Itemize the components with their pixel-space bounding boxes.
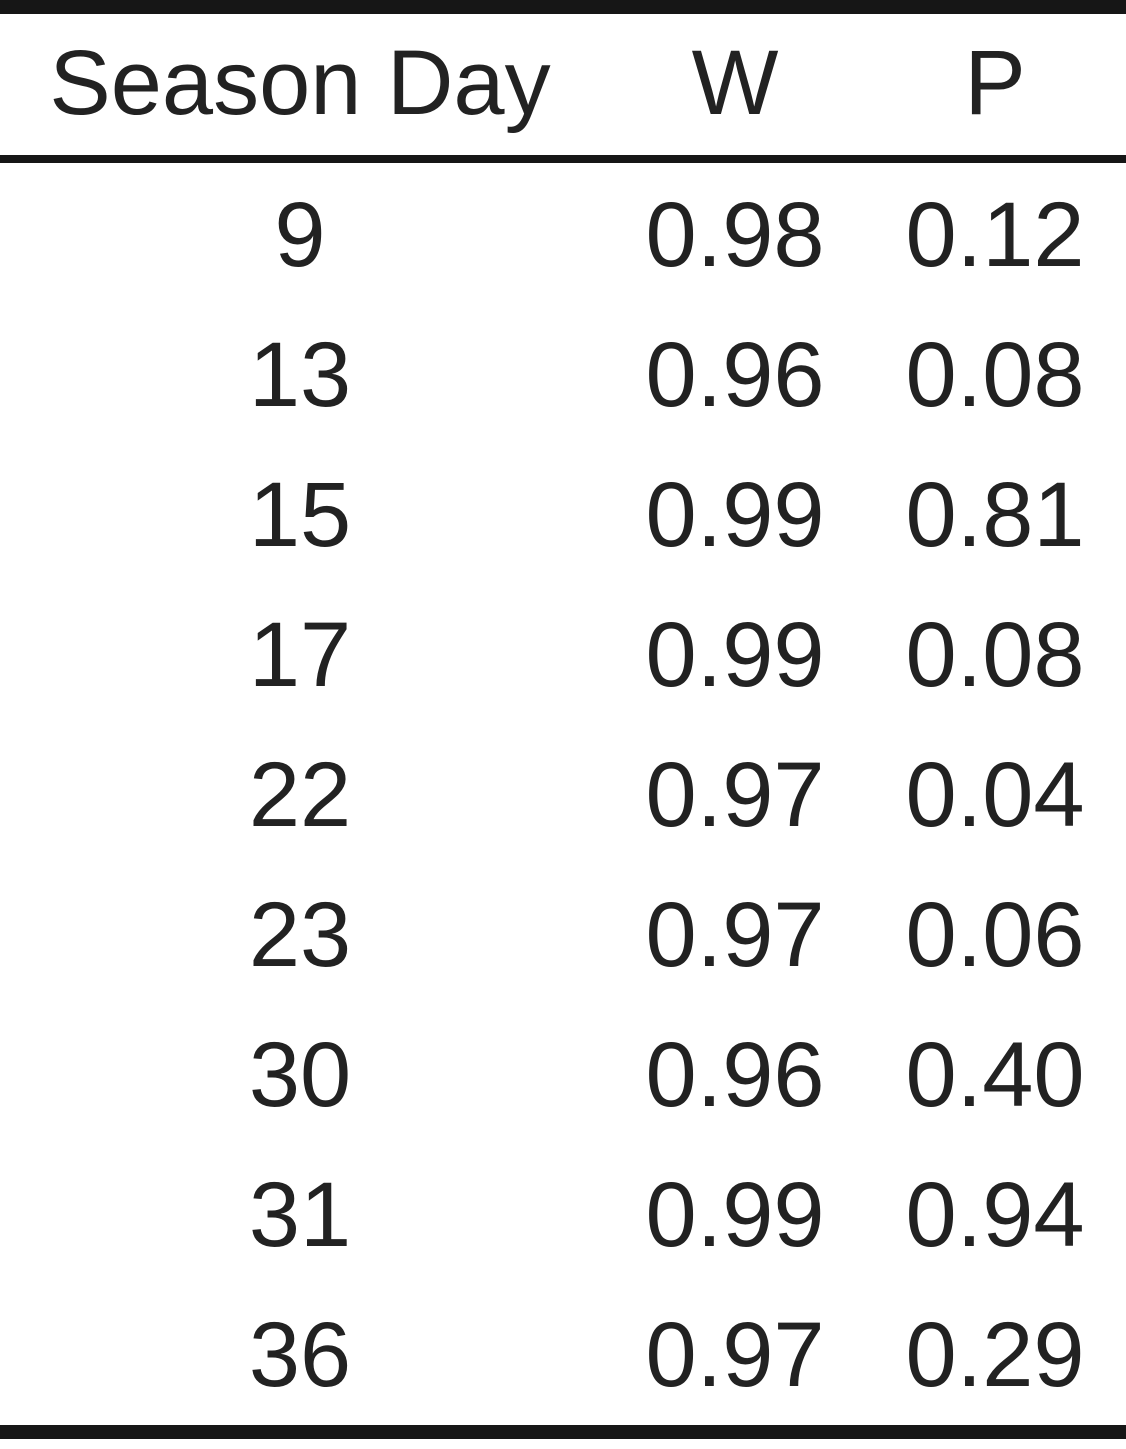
header-season-day: Season Day [49,32,551,134]
cell-season-day: 31 [248,1164,352,1266]
cell-p: 0.81 [905,464,1085,566]
table-bottom-rule [0,1425,1126,1439]
cell-season-day: 13 [248,324,352,426]
cell-season-day: 36 [248,1304,352,1406]
cell-season-day: 15 [248,464,352,566]
cell-p: 0.94 [905,1164,1085,1266]
cell-p: 0.12 [905,184,1085,286]
cell-season-day: 30 [248,1024,352,1126]
table-row: 13 0.96 0.08 [0,329,1126,469]
cell-season-day: 17 [248,604,352,706]
cell-season-day: 9 [274,184,326,286]
cell-w: 0.98 [645,184,825,286]
table-row: 23 0.97 0.06 [0,889,1126,1029]
table-row: 36 0.97 0.29 [0,1309,1126,1449]
cell-p: 0.06 [905,884,1085,986]
cell-w: 0.97 [645,884,825,986]
table-row: 22 0.97 0.04 [0,749,1126,889]
cell-w: 0.97 [645,744,825,846]
cell-p: 0.29 [905,1304,1085,1406]
cell-season-day: 22 [248,744,352,846]
table-row: 31 0.99 0.94 [0,1169,1126,1309]
cell-p: 0.08 [905,324,1085,426]
cell-w: 0.97 [645,1304,825,1406]
header-p: P [964,32,1026,134]
table-row: 9 0.98 0.12 [0,189,1126,329]
cell-p: 0.40 [905,1024,1085,1126]
cell-season-day: 23 [248,884,352,986]
table-row: 30 0.96 0.40 [0,1029,1126,1169]
cell-w: 0.96 [645,324,825,426]
cell-p: 0.08 [905,604,1085,706]
table-header-rule [0,155,1126,163]
cell-p: 0.04 [905,744,1085,846]
table-row: 17 0.99 0.08 [0,609,1126,749]
cell-w: 0.99 [645,1164,825,1266]
cell-w: 0.99 [645,464,825,566]
cell-w: 0.96 [645,1024,825,1126]
table-top-rule [0,0,1126,14]
table-row: 15 0.99 0.81 [0,469,1126,609]
header-w: W [691,32,779,134]
cell-w: 0.99 [645,604,825,706]
